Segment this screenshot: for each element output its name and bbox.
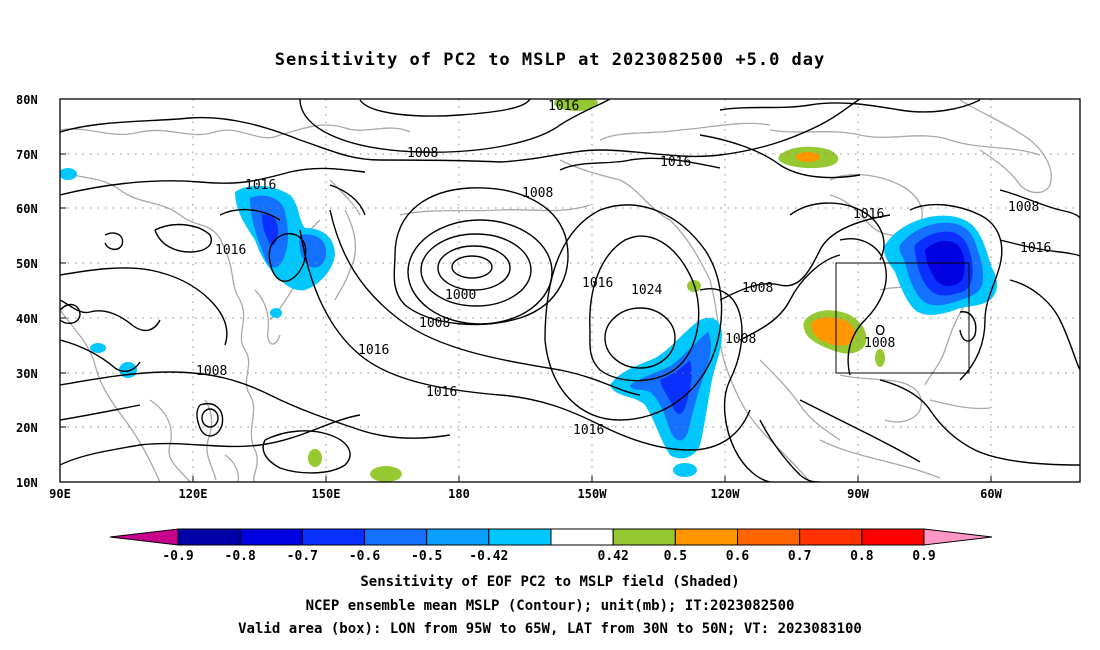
colorbar-bin	[799, 528, 863, 546]
colorbar-bin	[550, 528, 614, 546]
contour-label: 1016	[573, 423, 604, 438]
colorbar-bin	[488, 528, 552, 546]
colorbar-tick-label: 0.8	[850, 549, 874, 564]
colorbar-bin	[177, 528, 241, 546]
valid-area-box	[835, 262, 970, 374]
colorbar-tick-label: -0.6	[349, 549, 380, 564]
lat-tick-label: 70N	[16, 148, 38, 162]
contour-label: 1008	[864, 336, 895, 351]
plot-frame	[59, 98, 1081, 483]
plot-title: Sensitivity of PC2 to MSLP at 2023082500…	[274, 50, 826, 70]
lat-labels: 80N 70N 60N 50N 40N 30N 20N 10N	[16, 93, 38, 490]
colorbar-bin	[737, 528, 801, 546]
colorbar-bin	[861, 528, 925, 546]
colorbar: -0.9 -0.8 -0.7 -0.6 -0.5 -0.42 0.42 0.5 0.6 0.7 0.…	[109, 528, 993, 564]
colorbar-tick-label: 0.7	[788, 549, 811, 564]
contour-label: 1008	[419, 316, 450, 331]
colorbar-tick-label: 0.9	[912, 549, 935, 564]
grid-lines	[60, 99, 1080, 482]
tick-marks	[60, 98, 992, 483]
contour-label: 1016	[853, 207, 884, 222]
lat-tick-label: 20N	[16, 421, 38, 435]
lat-tick-label: 60N	[16, 202, 38, 216]
colorbar-tick-label: 0.5	[664, 549, 687, 564]
colorbar-bin	[612, 528, 676, 546]
contour-label: 1016	[426, 385, 457, 400]
contour-label: 1008	[742, 281, 773, 296]
footer-line-3: Valid area (box): LON from 95W to 65W, L…	[238, 621, 862, 637]
lon-tick-label: 120W	[711, 487, 741, 501]
contour-label: 1016	[215, 243, 246, 258]
contour-label: 1016	[358, 343, 389, 358]
lat-tick-label: 30N	[16, 367, 38, 381]
mslp-contours	[60, 99, 1080, 482]
contour-label: 1008	[522, 186, 553, 201]
lon-labels: 90E 120E 150E 180 150W 120W 90W 60W	[49, 487, 1002, 501]
footer-line-2: NCEP ensemble mean MSLP (Contour); unit(…	[305, 598, 795, 614]
lat-tick-label: 10N	[16, 476, 38, 490]
contour-label: 1016	[548, 99, 579, 114]
colorbar-tick-label: -0.42	[469, 549, 508, 564]
lon-tick-label: 90E	[49, 487, 71, 501]
colorbar-bin	[674, 528, 738, 546]
colorbar-tick-label: 0.6	[726, 549, 750, 564]
contour-label: 1000	[445, 288, 476, 303]
contour-label: 1016	[1020, 241, 1051, 256]
contour-labels: 1008 1016 1008 1016 1016 1016 1000 1008 …	[196, 99, 1051, 438]
colorbar-arrow-low	[109, 528, 179, 546]
lon-tick-label: 90W	[847, 487, 869, 501]
footer-line-1: Sensitivity of EOF PC2 to MSLP field (Sh…	[360, 574, 740, 590]
contour-label: 1008	[1008, 200, 1039, 215]
contour-label: 1016	[245, 178, 276, 193]
lon-tick-label: 150E	[312, 487, 341, 501]
lon-tick-label: 120E	[179, 487, 208, 501]
lat-tick-label: 50N	[16, 257, 38, 271]
colorbar-tick-label: -0.8	[225, 549, 256, 564]
lat-tick-label: 40N	[16, 312, 38, 326]
lon-tick-label: 60W	[980, 487, 1002, 501]
colorbar-arrow-high	[923, 528, 993, 546]
colorbar-bin	[301, 528, 366, 546]
lat-tick-label: 80N	[16, 93, 38, 107]
contour-label: 1016	[660, 155, 691, 170]
contour-label: 1016	[582, 276, 613, 291]
contour-label: 1008	[725, 332, 756, 347]
colorbar-bin	[364, 528, 428, 546]
lon-tick-label: 180	[448, 487, 470, 501]
colorbar-tick-label: -0.7	[287, 549, 318, 564]
lon-tick-label: 150W	[578, 487, 608, 501]
colorbar-tick-label: -0.9	[162, 549, 193, 564]
colorbar-tick-label: 0.42	[598, 549, 629, 564]
contour-label: 1024	[631, 283, 662, 298]
colorbar-bin	[426, 528, 490, 546]
contour-label: 1008	[407, 146, 438, 161]
contour-label: 1008	[196, 364, 227, 379]
colorbar-bin	[239, 528, 303, 546]
coastlines	[60, 99, 1052, 482]
colorbar-tick-label: -0.5	[411, 549, 442, 564]
